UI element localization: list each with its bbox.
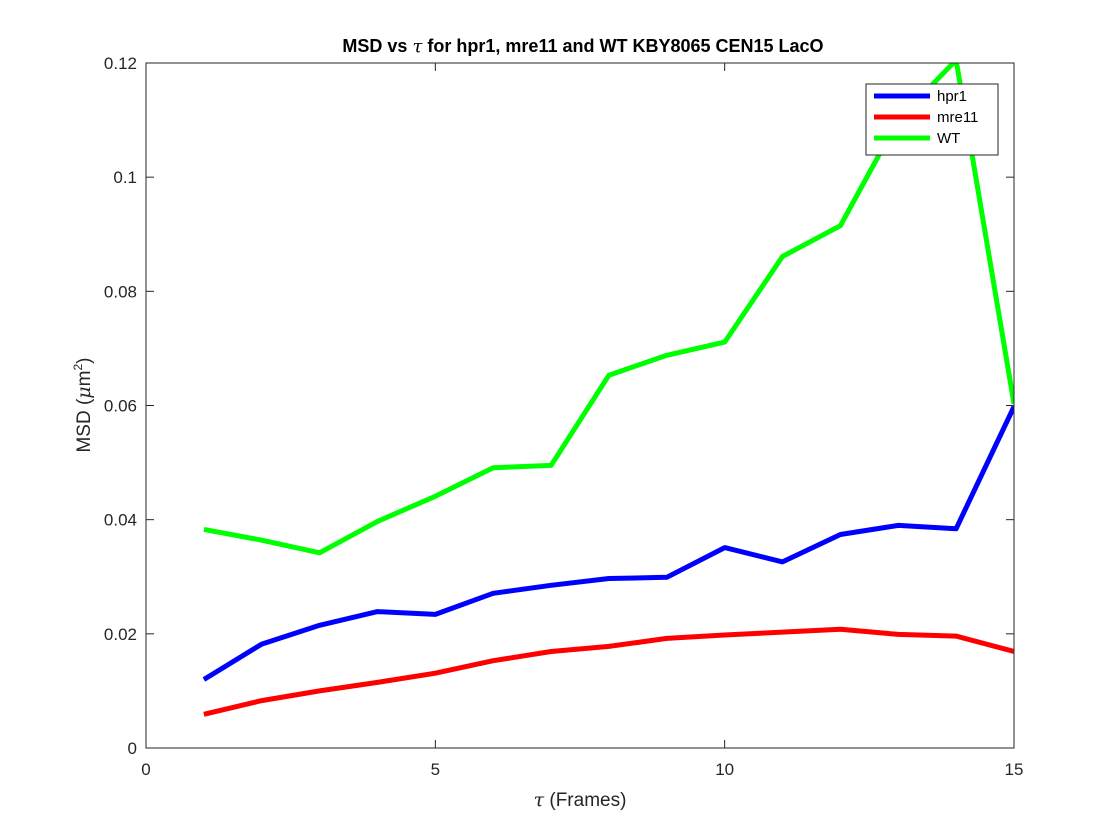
- y-axis-label: MSD (μm2): [71, 357, 95, 452]
- y-tick-label: 0.06: [104, 397, 137, 416]
- y-tick-label: 0: [128, 739, 137, 758]
- x-axis-tau-symbol: τ: [534, 789, 545, 811]
- x-tick-label: 10: [715, 760, 734, 779]
- y-axis-label-after: ): [74, 357, 95, 363]
- plot-frame: [145, 62, 1015, 749]
- series-line-hpr1: [202, 405, 1014, 682]
- chart-title: MSD vs τ for hpr1, mre11 and WT KBY8065 …: [342, 36, 823, 57]
- y-tick-label: 0.1: [113, 168, 137, 187]
- y-tick-label: 0.08: [104, 282, 137, 301]
- chart-title-after: for hpr1, mre11 and WT KBY8065 CEN15 Lac…: [422, 36, 823, 56]
- x-tick-label: 0: [141, 760, 150, 779]
- legend-label-WT: WT: [937, 130, 960, 147]
- legend-label-hpr1: hpr1: [937, 88, 967, 105]
- axis-ticks: 0 5 10 15 0 0.02 0.04 0.06 0.08 0.1 0.12: [104, 54, 1024, 779]
- chart-title-tau-symbol: τ: [412, 36, 423, 57]
- series-line-mre11: [203, 626, 1014, 717]
- legend: hpr1 mre11 WT: [865, 83, 999, 156]
- x-tick-label: 15: [1005, 760, 1024, 779]
- y-tick-label: 0.04: [104, 511, 137, 530]
- legend-items: hpr1 mre11 WT: [874, 88, 978, 147]
- chart-title-before: MSD vs: [342, 36, 412, 56]
- x-axis-label: τ (Frames): [534, 789, 627, 811]
- y-axis-unit-superscript: 2: [71, 364, 85, 371]
- y-tick-label: 0.12: [104, 54, 137, 73]
- y-axis-mu-symbol: μ: [73, 386, 95, 398]
- y-axis-unit: m: [74, 371, 95, 387]
- y-axis-label-before: MSD (: [74, 398, 95, 453]
- x-tick-label: 5: [431, 760, 440, 779]
- x-axis-label-text: (Frames): [544, 790, 626, 811]
- y-tick-label: 0.02: [104, 625, 137, 644]
- legend-label-mre11: mre11: [937, 109, 978, 126]
- series-lines: [202, 63, 1014, 717]
